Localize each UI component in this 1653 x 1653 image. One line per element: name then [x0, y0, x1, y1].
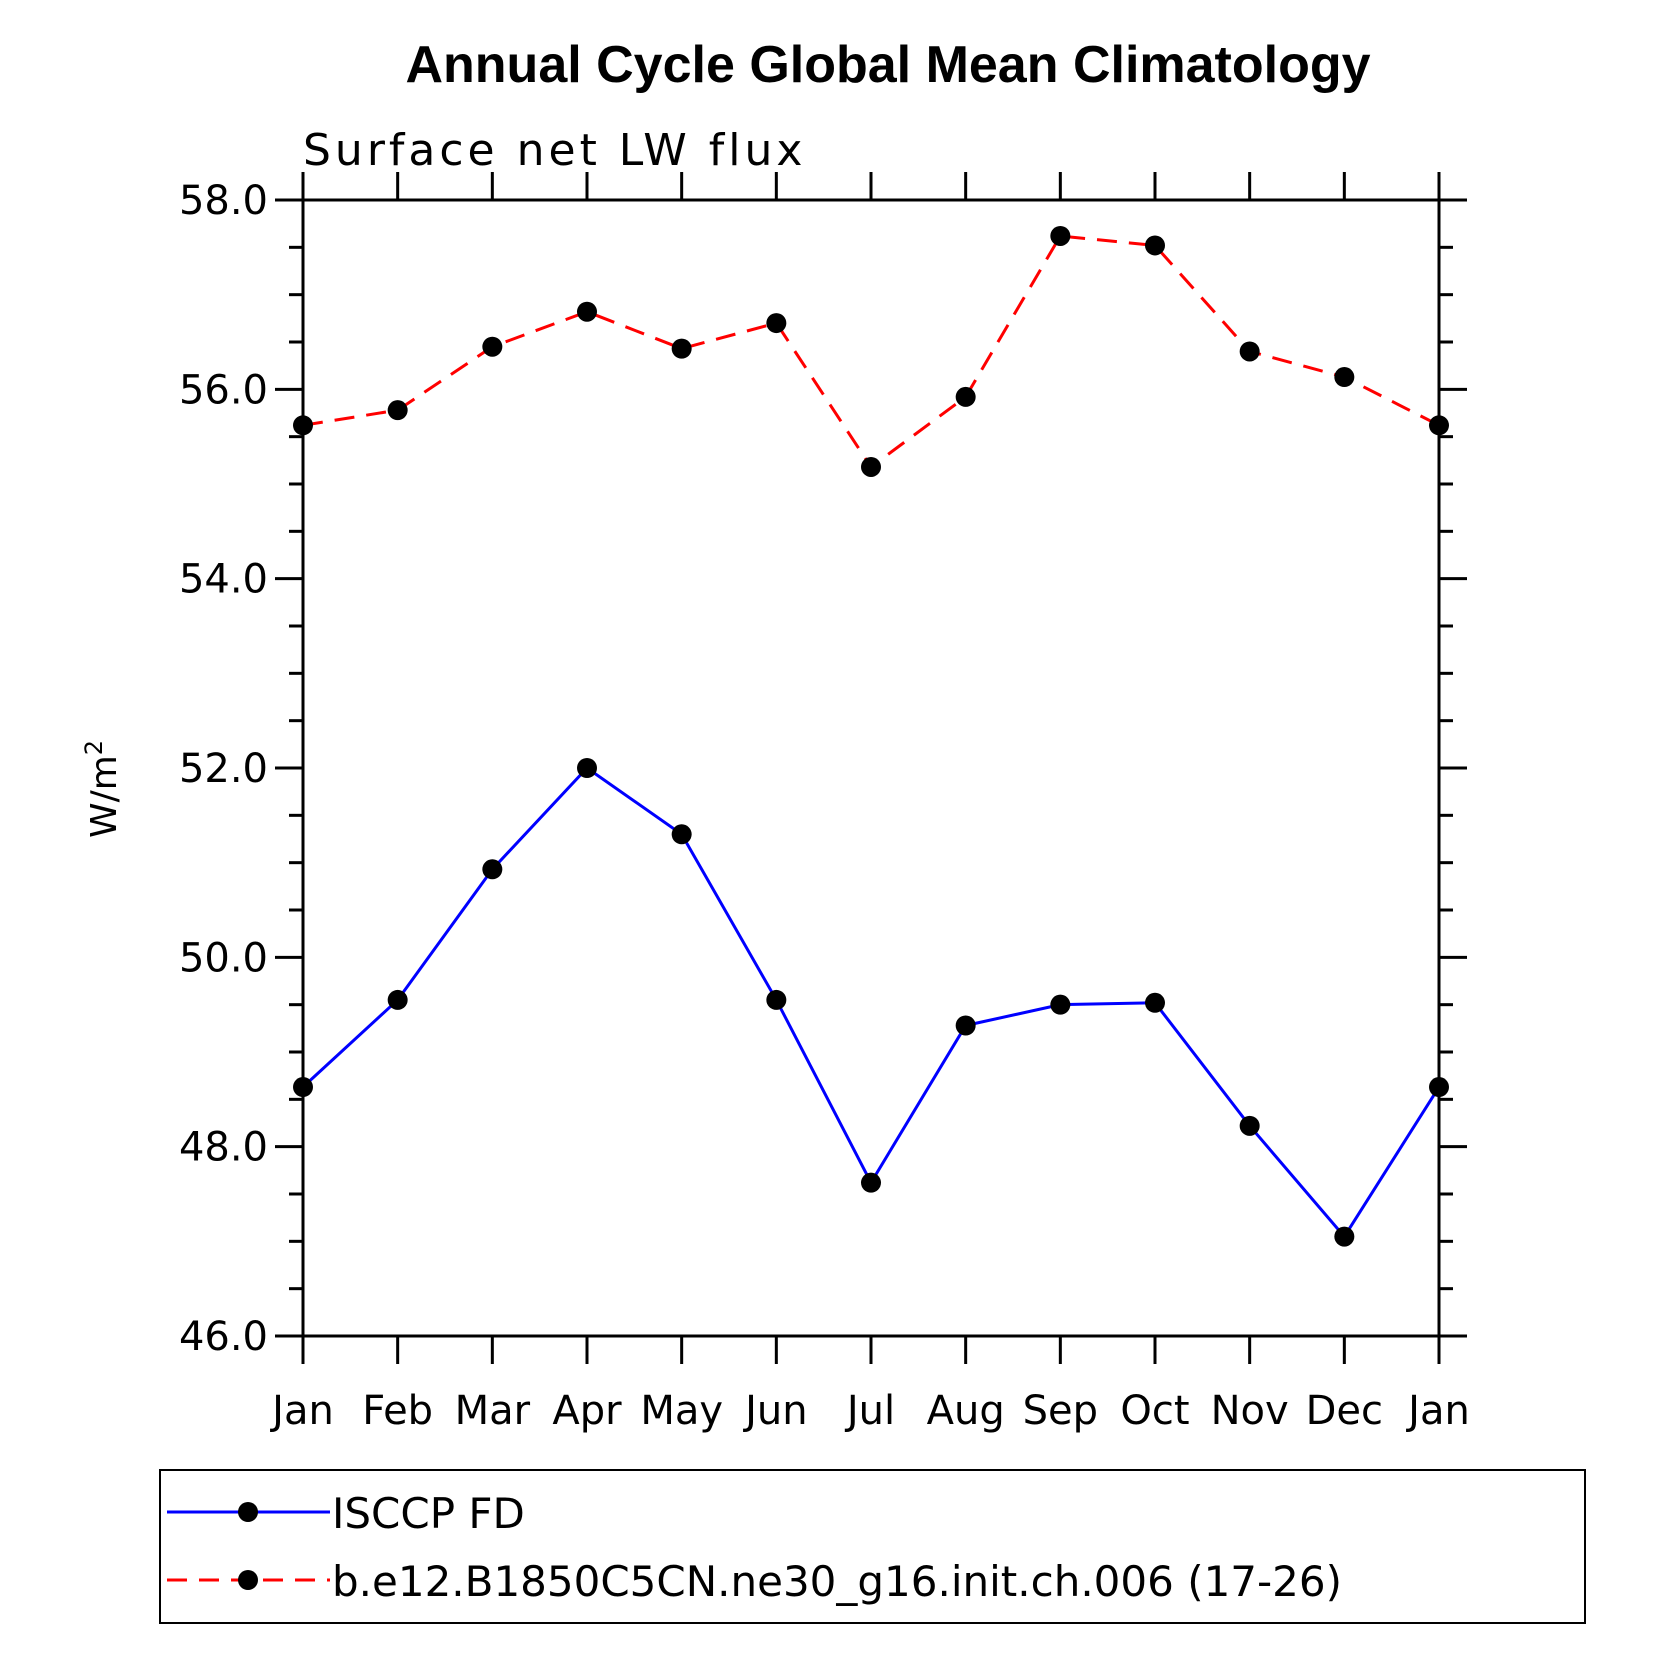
series-point-1: [1334, 367, 1355, 388]
series-point-1: [671, 338, 692, 359]
y-axis-label-text: W/m: [84, 755, 125, 838]
series-point-0: [1145, 992, 1165, 1013]
x-tick-label: Apr: [552, 1388, 622, 1434]
series-point-0: [671, 824, 692, 845]
legend: ISCCP FD b.e12.B1850C5CN.ne30_g16.init.c…: [159, 1469, 1586, 1624]
series-point-0: [482, 859, 503, 880]
chart-title: Annual Cycle Global Mean Climatology: [405, 36, 1370, 94]
series-point-0: [577, 758, 597, 778]
x-tick-label: Jul: [844, 1388, 895, 1434]
series-point-1: [861, 456, 881, 477]
x-tick-label: Oct: [1120, 1388, 1189, 1434]
series-point-0: [1050, 994, 1071, 1015]
x-tick-label: Mar: [455, 1388, 531, 1434]
series-point-1: [387, 400, 408, 421]
series-point-1: [577, 301, 597, 322]
x-tick-label: Dec: [1306, 1388, 1383, 1434]
x-tick-label: May: [640, 1388, 723, 1434]
legend-marker-model: [238, 1570, 258, 1590]
y-tick-label: 48.0: [179, 1125, 268, 1171]
series-point-0: [955, 1015, 976, 1036]
ticks-layer: Jan Feb Mar Apr May Jun Jul Aug Sep Oct Nov Dec Jan4…: [179, 172, 1470, 1434]
x-tick-label: Jun: [742, 1388, 808, 1434]
y-tick-label: 56.0: [179, 367, 268, 413]
y-tick-label: 46.0: [179, 1314, 268, 1360]
svg-text:W/m2: W/m2: [80, 740, 125, 838]
x-tick-label: Sep: [1023, 1388, 1098, 1434]
y-axis-label: W/m2: [80, 740, 125, 838]
y-tick-label: 58.0: [179, 178, 268, 224]
x-tick-label: Feb: [362, 1388, 433, 1434]
series-line-0: [301, 766, 1441, 1240]
x-tick-label: Aug: [927, 1388, 1005, 1434]
series-point-0: [1334, 1226, 1355, 1247]
series-layer: [293, 225, 1449, 1247]
legend-label-model: b.e12.B1850C5CN.ne30_g16.init.ch.006 (17…: [332, 1557, 1342, 1606]
chart-subtitle: Surface net LW flux: [303, 125, 806, 176]
y-tick-label: 50.0: [179, 935, 268, 981]
legend-marker-isccp: [238, 1502, 258, 1522]
x-tick-label: Nov: [1211, 1388, 1289, 1434]
plot-frame: [301, 198, 1441, 1338]
series-point-0: [766, 989, 787, 1010]
series-point-0: [861, 1172, 881, 1193]
series-point-1: [1239, 341, 1260, 362]
x-tick-label: Jan: [1405, 1388, 1470, 1434]
series-point-1: [482, 336, 503, 357]
legend-label-isccp: ISCCP FD: [332, 1489, 525, 1538]
y-tick-label: 54.0: [179, 557, 268, 603]
series-point-0: [387, 989, 408, 1010]
series-point-0: [1239, 1115, 1260, 1136]
x-tick-label: Jan: [269, 1388, 334, 1434]
legend-box: [159, 1469, 1586, 1624]
series-point-1: [1050, 225, 1071, 246]
series-point-1: [1145, 235, 1165, 256]
series-point-1: [766, 313, 787, 334]
series-line-1: [302, 234, 1440, 470]
y-tick-label: 52.0: [179, 746, 268, 792]
y-axis-label-superscript: 2: [80, 740, 108, 755]
series-point-1: [955, 386, 976, 407]
